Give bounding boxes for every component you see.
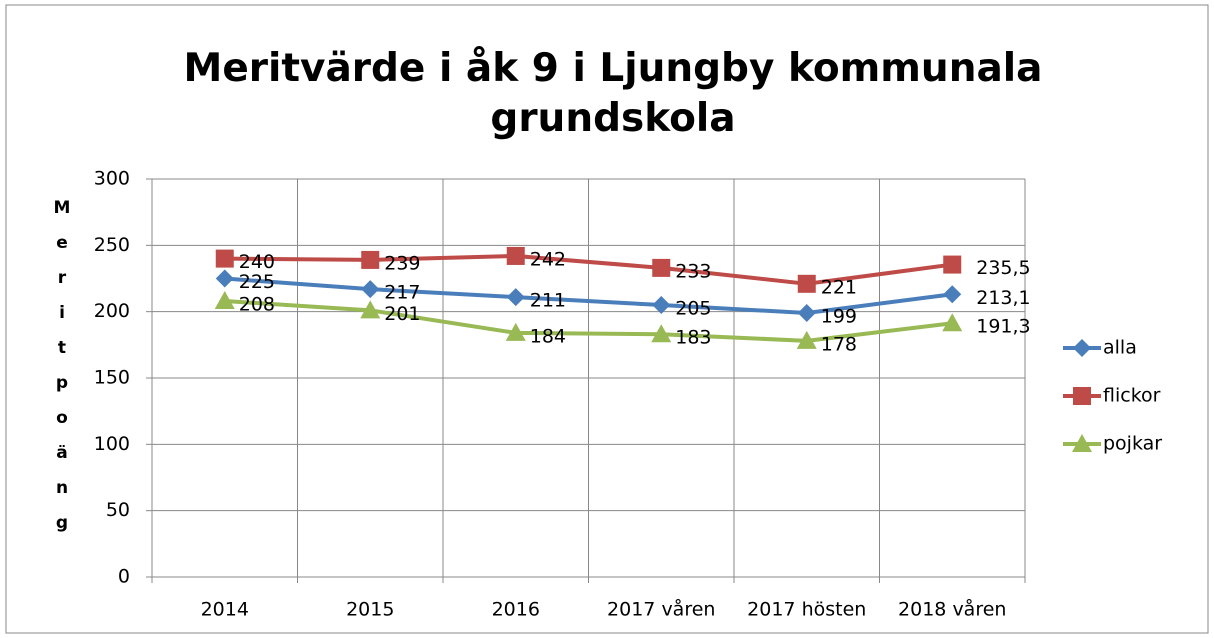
legend-label: pojkar xyxy=(1103,433,1162,455)
data-label: 213,1 xyxy=(976,287,1030,309)
x-tick-label: 2016 xyxy=(492,599,540,621)
marker xyxy=(506,288,525,307)
y-tick-label: 50 xyxy=(106,499,130,521)
marker xyxy=(215,269,234,288)
marker xyxy=(1072,434,1092,452)
marker xyxy=(505,322,526,341)
y-tick-label: 250 xyxy=(94,234,130,256)
data-label: 242 xyxy=(530,248,566,270)
data-label: 225 xyxy=(239,271,275,293)
chart-border xyxy=(5,4,1209,634)
marker xyxy=(361,280,380,299)
x-tick-label: 2018 våren xyxy=(898,598,1006,621)
data-label: 221 xyxy=(821,276,857,298)
marker xyxy=(796,330,817,349)
marker xyxy=(651,324,672,343)
y-tick-label: 200 xyxy=(94,300,130,322)
x-tick-label: 2017 våren xyxy=(607,598,715,621)
marker xyxy=(652,296,671,315)
y-tick-label: 0 xyxy=(118,566,130,588)
y-axis-label: Meritpoäng xyxy=(52,198,72,548)
data-label: 235,5 xyxy=(976,257,1030,279)
marker xyxy=(360,300,381,319)
marker xyxy=(215,249,234,268)
y-tick-label: 100 xyxy=(94,433,130,455)
data-label: 240 xyxy=(239,251,275,273)
data-label: 183 xyxy=(675,327,711,349)
marker xyxy=(942,313,963,332)
chart-title: Meritvärde i åk 9 i Ljungby kommunala gr… xyxy=(183,46,1043,141)
data-label: 178 xyxy=(821,333,857,355)
data-label: 233 xyxy=(675,260,711,282)
y-tick-label: 300 xyxy=(94,168,130,190)
legend-label: alla xyxy=(1103,337,1137,359)
data-label: 199 xyxy=(821,305,857,327)
data-label: 211 xyxy=(530,290,566,312)
marker xyxy=(797,274,816,293)
data-label: 201 xyxy=(384,303,420,325)
data-label: 184 xyxy=(530,325,566,347)
legend-label: flickor xyxy=(1103,385,1161,407)
x-tick-label: 2015 xyxy=(346,599,394,621)
data-label: 191,3 xyxy=(976,316,1030,338)
data-label: 217 xyxy=(384,282,420,304)
data-label: 239 xyxy=(384,252,420,274)
x-tick-label: 2017 hösten xyxy=(747,599,866,621)
x-tick-label: 2014 xyxy=(201,599,249,621)
series-line xyxy=(224,276,953,315)
series-line xyxy=(224,253,953,286)
marker xyxy=(1073,339,1091,357)
marker xyxy=(797,303,816,322)
marker xyxy=(214,291,235,310)
data-label: 208 xyxy=(239,294,275,316)
marker xyxy=(943,255,962,274)
marker xyxy=(652,258,671,277)
marker xyxy=(1073,387,1091,405)
series-line xyxy=(224,299,953,343)
y-tick-label: 150 xyxy=(94,367,130,389)
data-label: 205 xyxy=(675,298,711,320)
marker xyxy=(506,246,525,265)
marker xyxy=(361,250,380,269)
marker xyxy=(943,285,962,304)
